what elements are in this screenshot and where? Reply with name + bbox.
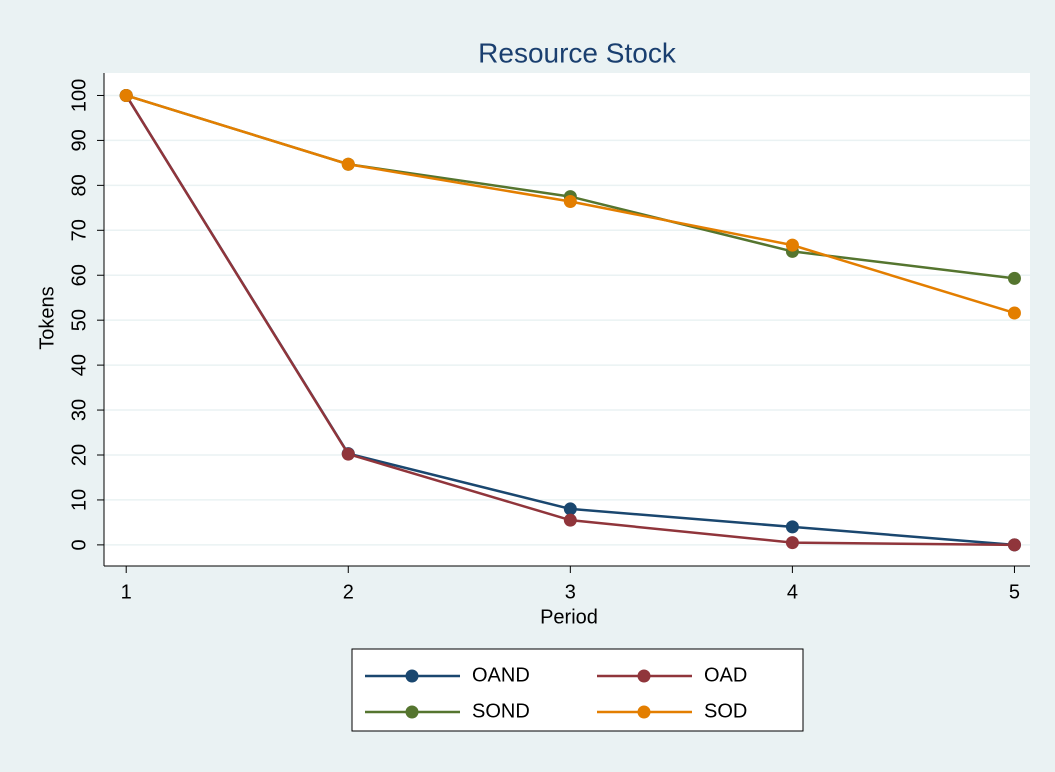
y-tick-label: 60 xyxy=(68,264,90,286)
legend-marker xyxy=(637,705,651,719)
y-tick-label: 10 xyxy=(68,489,90,511)
x-axis-label: Period xyxy=(540,606,598,628)
legend-marker xyxy=(637,669,651,683)
x-tick-label: 2 xyxy=(343,581,354,603)
data-point xyxy=(563,513,577,527)
y-tick-label: 100 xyxy=(68,79,90,112)
chart-title: Resource Stock xyxy=(478,37,677,68)
legend-label: SOND xyxy=(472,700,530,722)
y-tick-label: 90 xyxy=(68,129,90,151)
data-point xyxy=(785,536,799,550)
data-point xyxy=(1007,538,1021,552)
y-tick-label: 70 xyxy=(68,219,90,241)
y-axis-label: Tokens xyxy=(36,286,58,349)
x-tick-label: 3 xyxy=(565,581,576,603)
y-tick-label: 50 xyxy=(68,309,90,331)
data-point xyxy=(785,238,799,252)
data-point xyxy=(1007,306,1021,320)
data-point xyxy=(1007,271,1021,285)
data-point xyxy=(785,520,799,534)
legend-marker xyxy=(405,705,419,719)
x-tick-label: 5 xyxy=(1009,581,1020,603)
legend-label: OAND xyxy=(472,664,530,686)
data-point xyxy=(341,447,355,461)
data-point xyxy=(119,88,133,102)
y-tick-label: 30 xyxy=(68,399,90,421)
y-tick-label: 0 xyxy=(68,539,90,550)
legend xyxy=(351,648,804,732)
data-point xyxy=(563,502,577,516)
x-tick-label: 1 xyxy=(121,581,132,603)
legend-marker xyxy=(405,669,419,683)
x-tick-label: 4 xyxy=(787,581,798,603)
y-tick-label: 40 xyxy=(68,354,90,376)
legend-label: OAD xyxy=(704,664,747,686)
y-tick-label: 20 xyxy=(68,444,90,466)
y-tick-label: 80 xyxy=(68,174,90,196)
data-point xyxy=(341,157,355,171)
legend-label: SOD xyxy=(704,700,747,722)
data-point xyxy=(563,195,577,209)
